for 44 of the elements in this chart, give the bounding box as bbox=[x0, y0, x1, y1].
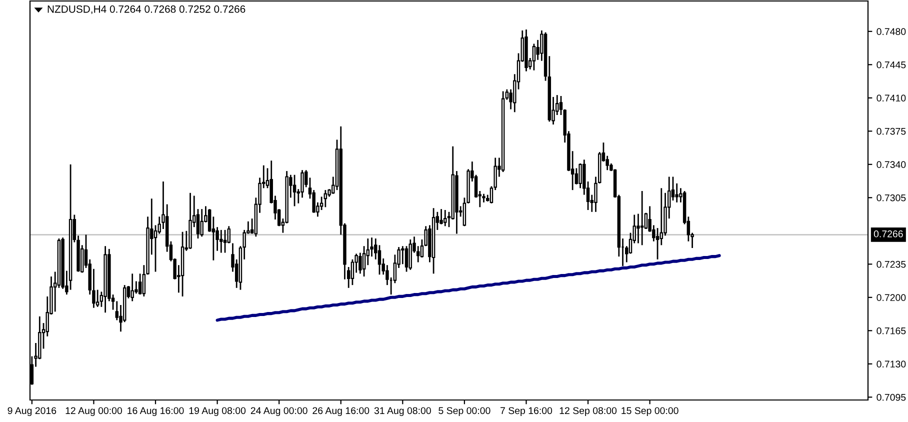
y-tick-label: 0.7165 bbox=[876, 327, 906, 334]
y-tick-label: 0.7445 bbox=[876, 61, 906, 68]
x-tick-label: 31 Aug 08:00 bbox=[374, 407, 431, 416]
candlestick bbox=[223, 229, 227, 254]
candlestick bbox=[578, 162, 582, 189]
x-tick-label: 15 Sep 00:00 bbox=[622, 407, 678, 416]
candlestick bbox=[660, 187, 664, 246]
y-tick-label: 0.7235 bbox=[876, 260, 906, 268]
candlestick bbox=[374, 238, 378, 260]
chart-title: NZDUSD,H4 0.7264 0.7268 0.7252 0.7266 bbox=[48, 5, 246, 14]
y-tick-label: 0.7480 bbox=[876, 28, 906, 36]
candlestick bbox=[324, 189, 328, 208]
x-tick-label: 24 Aug 00:00 bbox=[250, 407, 308, 416]
y-tick-label: 0.7305 bbox=[876, 194, 906, 202]
candlestick bbox=[138, 272, 142, 296]
y-tick-label: 0.7095 bbox=[876, 394, 906, 401]
y-tick-label: 0.7375 bbox=[876, 128, 906, 135]
candlestick bbox=[401, 245, 404, 265]
candlestick bbox=[640, 190, 644, 246]
x-tick-label: 12 Aug 00:00 bbox=[66, 407, 122, 416]
x-tick-label: 26 Aug 16:00 bbox=[312, 407, 370, 416]
x-tick-label: 16 Aug 16:00 bbox=[128, 407, 184, 416]
candlestick bbox=[130, 272, 134, 302]
candlestick bbox=[408, 238, 412, 271]
candlestick bbox=[404, 245, 408, 272]
candlestick bbox=[675, 182, 678, 204]
y-tick-label: 0.7340 bbox=[876, 161, 906, 168]
x-tick-label: 7 Sep 16:00 bbox=[500, 407, 552, 416]
candlestick bbox=[444, 209, 447, 227]
x-tick-label: 5 Sep 00:00 bbox=[438, 407, 490, 416]
candlestick bbox=[366, 238, 370, 266]
x-tick-label: 12 Sep 08:00 bbox=[560, 407, 617, 416]
x-tick-label: 19 Aug 08:00 bbox=[189, 407, 246, 416]
ref-line-label: 0.7266 bbox=[874, 230, 903, 238]
line-series bbox=[216, 254, 721, 322]
candlestick bbox=[220, 229, 223, 254]
y-tick-label: 0.7130 bbox=[876, 360, 906, 368]
candlestick bbox=[200, 208, 204, 238]
x-tick-label: 9 Aug 2016 bbox=[8, 407, 56, 416]
y-tick-label: 0.7410 bbox=[876, 94, 906, 102]
y-tick-label: 0.7200 bbox=[876, 294, 906, 302]
candlestick bbox=[227, 225, 230, 244]
candlestick bbox=[532, 43, 536, 72]
candlestick bbox=[292, 174, 296, 207]
